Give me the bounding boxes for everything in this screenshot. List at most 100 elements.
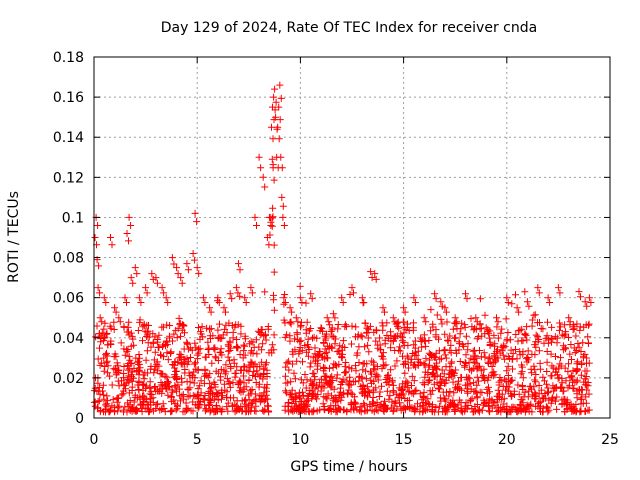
roti-peak-point — [158, 284, 166, 292]
roti-point — [270, 296, 278, 304]
roti-point — [485, 402, 492, 410]
roti-point — [458, 319, 466, 327]
roti-point — [181, 408, 189, 416]
roti-point — [386, 392, 394, 400]
roti-point — [573, 360, 581, 368]
roti-peak-point — [525, 302, 533, 310]
roti-point — [178, 321, 186, 329]
roti-point — [236, 351, 244, 358]
roti-point — [125, 389, 133, 397]
roti-point — [336, 388, 344, 396]
x-tick-label: 5 — [193, 432, 202, 448]
roti-point — [170, 361, 178, 369]
roti-point — [144, 369, 152, 377]
roti-peak-point — [379, 304, 387, 312]
roti-point — [476, 388, 484, 396]
roti-point — [270, 331, 278, 339]
roti-peak-point — [323, 314, 331, 322]
roti-point — [561, 328, 569, 336]
roti-peak-point — [255, 153, 263, 161]
roti-point — [282, 389, 290, 397]
roti-point — [480, 396, 488, 404]
roti-point — [344, 380, 352, 388]
roti-point — [157, 351, 164, 359]
roti-point — [101, 333, 109, 341]
roti-point — [521, 288, 529, 296]
roti-point — [447, 341, 455, 349]
roti-point — [357, 408, 365, 416]
roti-point — [363, 329, 371, 337]
roti-point — [562, 345, 570, 353]
roti-point — [231, 401, 239, 409]
roti-point — [514, 337, 522, 345]
roti-point — [411, 344, 419, 352]
roti-peak-point — [111, 304, 119, 312]
roti-point — [360, 360, 368, 367]
roti-peak-point — [133, 270, 141, 278]
roti-point — [229, 379, 237, 387]
roti-point — [539, 394, 547, 402]
roti-point — [162, 382, 170, 390]
roti-point — [224, 399, 232, 407]
roti-peak-point — [319, 327, 326, 335]
roti-point — [321, 332, 329, 340]
roti-point — [461, 381, 469, 389]
roti-point — [410, 390, 418, 398]
roti-point — [110, 326, 118, 333]
roti-point — [518, 325, 526, 333]
roti-point — [480, 365, 488, 373]
roti-point — [175, 385, 183, 393]
roti-point — [253, 363, 261, 370]
roti-point — [268, 341, 276, 349]
roti-point — [104, 341, 112, 349]
roti-point — [490, 359, 498, 367]
roti-point — [539, 325, 547, 333]
roti-peak-point — [193, 264, 201, 272]
roti-point — [241, 332, 249, 340]
roti-point — [584, 340, 592, 347]
roti-point — [122, 379, 130, 387]
roti-point — [158, 381, 166, 389]
roti-point — [301, 371, 309, 378]
roti-point — [128, 332, 136, 340]
roti-point — [547, 350, 555, 358]
roti-point — [494, 386, 502, 394]
roti-point — [283, 359, 291, 367]
roti-point — [418, 343, 426, 351]
roti-peak-point — [265, 241, 273, 249]
roti-point — [523, 358, 531, 366]
roti-point — [184, 393, 192, 401]
y-tick-label: 0.18 — [53, 50, 84, 66]
roti-point — [480, 349, 488, 357]
roti-point — [287, 318, 295, 326]
roti-point — [353, 349, 361, 357]
roti-peak-point — [96, 289, 104, 297]
roti-point — [282, 363, 290, 371]
roti-peak-point — [125, 213, 133, 221]
roti-point — [573, 394, 581, 402]
roti-point — [439, 388, 447, 396]
roti-point — [214, 326, 222, 334]
roti-peak-point — [581, 298, 589, 306]
roti-peak-point — [269, 135, 277, 143]
roti-point — [247, 338, 255, 346]
roti-point — [258, 346, 266, 354]
roti-point — [163, 385, 171, 393]
roti-point — [501, 375, 509, 383]
roti-point — [487, 358, 495, 366]
roti-point — [532, 331, 540, 339]
roti-point — [357, 332, 365, 340]
roti-peak-point — [272, 98, 280, 106]
x-axis-label: GPS time / hours — [290, 459, 407, 475]
roti-point — [471, 403, 479, 410]
roti-point — [288, 400, 296, 407]
roti-point — [345, 364, 353, 372]
x-tick-label: 0 — [90, 432, 99, 448]
roti-point — [205, 344, 213, 352]
roti-point — [310, 333, 318, 341]
roti-point — [572, 368, 580, 375]
roti-point — [115, 382, 123, 390]
roti-point — [485, 353, 493, 361]
roti-point — [508, 355, 516, 363]
roti-point — [346, 291, 354, 298]
